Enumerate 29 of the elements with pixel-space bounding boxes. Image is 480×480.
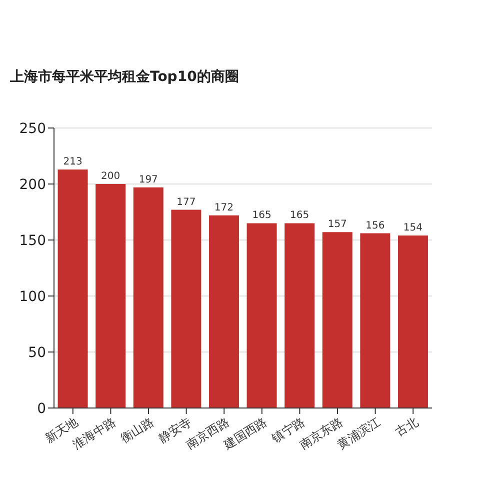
y-tick-label: 50 (28, 344, 46, 361)
bar (360, 233, 390, 408)
data-label: 172 (214, 202, 234, 214)
data-label: 177 (176, 196, 196, 208)
data-label: 200 (101, 171, 120, 182)
bar (398, 236, 428, 408)
y-tick-label: 100 (19, 288, 46, 305)
data-label: 165 (290, 210, 310, 222)
bar (96, 184, 126, 408)
x-tick-label: 古北 (392, 414, 421, 440)
bar (58, 169, 88, 408)
y-tick-label: 150 (19, 232, 46, 249)
bar (171, 210, 202, 408)
y-tick-label: 250 (19, 120, 46, 137)
bar (246, 223, 277, 408)
y-tick-label: 200 (19, 176, 46, 193)
data-label: 156 (366, 220, 385, 232)
data-label: 157 (328, 219, 347, 230)
bar (284, 223, 315, 408)
data-label: 154 (403, 222, 423, 234)
data-label: 197 (138, 174, 158, 186)
data-label: 213 (63, 156, 82, 168)
bar (322, 232, 352, 408)
bar (208, 215, 239, 408)
bar (133, 187, 164, 408)
x-tick-label: 衡山路 (118, 414, 156, 446)
data-label: 165 (252, 210, 272, 222)
y-tick-label: 0 (37, 400, 46, 417)
chart-title: 上海市每平米平均租金Top10的商圈 (9, 68, 240, 87)
